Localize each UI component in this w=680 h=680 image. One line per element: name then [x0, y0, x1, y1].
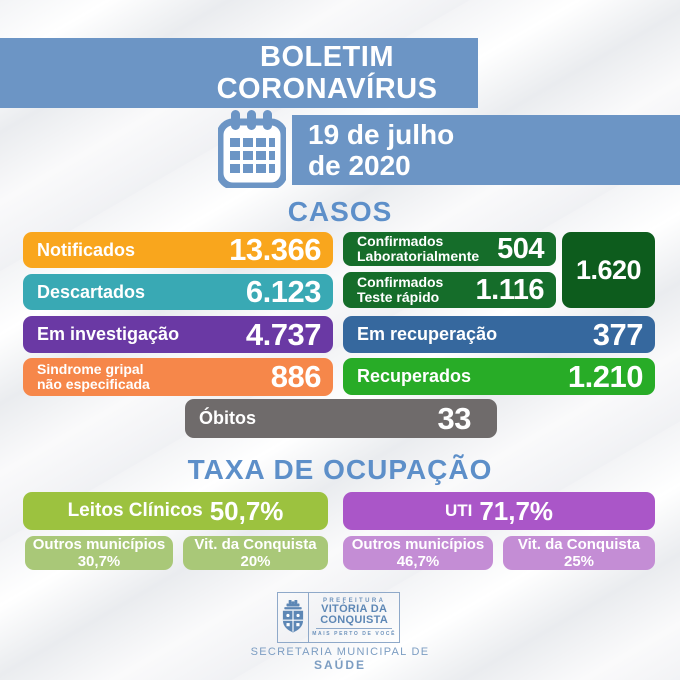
coat-of-arms-icon	[278, 593, 310, 642]
stat-value: 377	[592, 316, 644, 352]
title-line1: BOLETIM	[260, 41, 394, 73]
secretaria-line1: SECRETARIA MUNICIPAL DE	[250, 646, 430, 658]
stat-label: Recuperados	[357, 366, 472, 386]
taxa-section-title: TAXA DE OCUPAÇÃO	[187, 454, 493, 485]
logo-city-line2: CONQUISTA	[320, 614, 389, 626]
stat-value: 30,7%	[77, 553, 121, 570]
stat-label: Confirmados Teste rápido	[357, 275, 443, 305]
logo-city-line1: VITÓRIA DA	[321, 603, 388, 615]
logo-divider	[316, 628, 392, 629]
logo-prefeitura: PREFEITURA	[322, 598, 386, 604]
stat-obitos: Óbitos 33	[185, 399, 497, 438]
stat-label-line1: Sindrome gripal	[37, 361, 144, 377]
stat-value: 4.737	[245, 316, 322, 352]
stat-label: Em investigação	[37, 324, 180, 344]
stat-label: Vit. da Conquista	[517, 536, 641, 553]
header-band: BOLETIM CORONAVÍRUS	[0, 38, 478, 108]
casos-section-title: CASOS	[287, 196, 393, 227]
stat-label: Notificados	[37, 239, 136, 260]
stat-label: Vit. da Conquista	[194, 536, 317, 553]
stat-uti-vit-conquista: Vit. da Conquista 25%	[503, 536, 655, 570]
stat-label: UTI	[444, 501, 473, 520]
stat-label: Leitos Clínicos	[67, 500, 203, 521]
stat-value: 1.210	[567, 358, 644, 394]
stat-value: 33	[437, 400, 472, 436]
stat-em-recuperacao: Em recuperação 377	[343, 316, 655, 353]
stat-label: Sindrome gripal não especificada	[37, 362, 150, 392]
stat-confirmados-total: 1.620	[562, 232, 655, 308]
stat-sindrome-gripal: Sindrome gripal não especificada 886	[23, 358, 333, 396]
stat-label-line2: não especificada	[37, 376, 150, 392]
stat-value: 6.123	[245, 274, 322, 309]
page-title: BOLETIM CORONAVÍRUS	[176, 38, 478, 108]
secretaria-label: SECRETARIA MUNICIPAL DE SAÚDE	[0, 646, 680, 672]
stat-label: Outros municípios	[32, 536, 166, 553]
stat-leitos-outros-municipios: Outros municípios 30,7%	[25, 536, 173, 570]
stat-label-line1: Confirmados	[357, 233, 444, 249]
stat-label: Confirmados Laboratorialmente	[357, 234, 479, 264]
date-line1: 19 de julho	[308, 119, 455, 150]
stat-value: 71,7%	[479, 495, 554, 526]
stat-value: 50,7%	[209, 495, 284, 526]
stat-label: Descartados	[37, 281, 146, 302]
stat-value: 13.366	[229, 232, 321, 267]
stat-value: 46,7%	[396, 553, 440, 570]
stat-confirmados-laboratorialmente: Confirmados Laboratorialmente 504	[343, 232, 556, 266]
stat-label-line2: Laboratorialmente	[357, 248, 480, 264]
stat-confirmados-teste-rapido: Confirmados Teste rápido 1.116	[343, 272, 556, 308]
logo-slogan: MAIS PERTO DE VOCÊ	[312, 631, 396, 637]
stat-descartados: Descartados 6.123	[23, 274, 333, 310]
stat-notificados: Notificados 13.366	[23, 232, 333, 268]
stat-value: 20%	[240, 553, 271, 570]
stat-uti: UTI 71,7%	[343, 492, 655, 530]
logo-text: PREFEITURA VITÓRIA DA CONQUISTA MAIS PER…	[309, 593, 399, 642]
stat-value: 25%	[563, 553, 595, 570]
stat-leitos-clinicos: Leitos Clínicos 50,7%	[23, 492, 328, 530]
date-box: 19 de julho de 2020	[292, 115, 680, 185]
stat-label: Outros municípios	[351, 536, 485, 553]
stat-label: Óbitos	[199, 408, 256, 428]
stat-em-investigacao: Em investigação 4.737	[23, 316, 333, 353]
stat-value: 886	[270, 359, 322, 394]
stat-leitos-vit-conquista: Vit. da Conquista 20%	[183, 536, 328, 570]
stat-label-line1: Confirmados	[357, 274, 444, 290]
stat-value: 1.116	[475, 273, 545, 306]
calendar-icon	[216, 110, 288, 193]
prefeitura-logo: PREFEITURA VITÓRIA DA CONQUISTA MAIS PER…	[277, 592, 400, 643]
date-line2: de 2020	[308, 150, 411, 181]
title-line2: CORONAVÍRUS	[216, 73, 438, 105]
stat-label-line2: Teste rápido	[357, 289, 440, 305]
stat-value: 504	[497, 232, 544, 265]
stat-recuperados: Recuperados 1.210	[343, 358, 655, 395]
secretaria-line2: SAÚDE	[313, 658, 366, 672]
stat-uti-outros-municipios: Outros municípios 46,7%	[343, 536, 493, 570]
stat-label: Em recuperação	[357, 324, 498, 344]
stat-value: 1.620	[575, 254, 642, 285]
